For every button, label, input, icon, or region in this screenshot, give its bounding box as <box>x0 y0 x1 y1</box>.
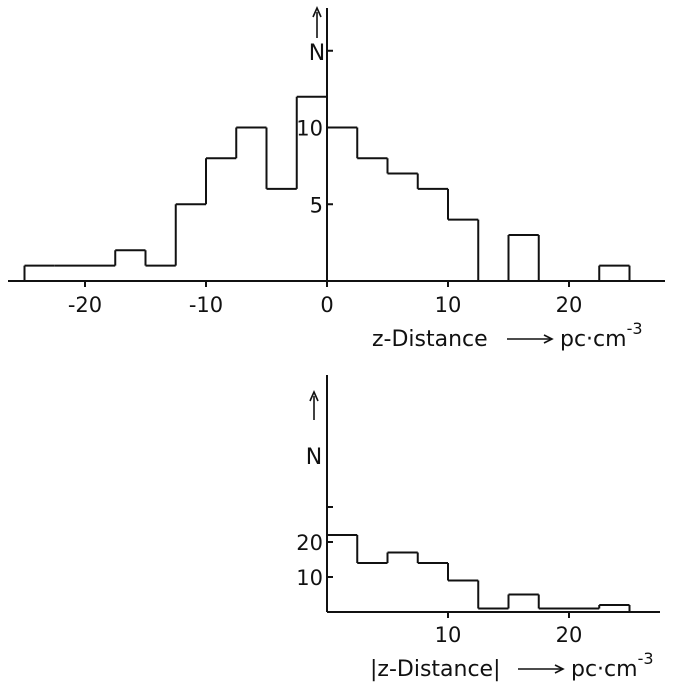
bottom-histogram-bar <box>386 551 419 563</box>
top-histogram-bar <box>295 95 328 189</box>
top-x-tick-label: 0 <box>320 293 333 317</box>
top-x-arrow-head <box>543 334 554 344</box>
bottom-histogram-bar <box>417 562 449 581</box>
top-x-axis-label: z-Distance <box>372 327 488 352</box>
bottom-x-arrow-head <box>554 664 565 674</box>
top-x-axis-unit-exponent: -3 <box>627 319 643 338</box>
bottom-y-axis-label: N <box>306 445 322 470</box>
bottom-histogram-bar <box>326 534 359 612</box>
bottom-x-axis-unit: pc·cm-3 <box>571 649 654 682</box>
top-y-arrow-head <box>312 6 322 18</box>
bottom-y-tick-label: 10 <box>296 566 323 590</box>
bottom-x-tick-label: 10 <box>435 623 462 647</box>
bottom-y-tick-label: 20 <box>296 531 323 555</box>
top-histogram-bar <box>417 187 449 220</box>
top-x-tick-label: -20 <box>68 293 102 317</box>
bottom-x-axis-unit-exponent: -3 <box>638 649 654 668</box>
bottom-histogram-bar <box>507 593 540 609</box>
top-x-tick-label: 10 <box>435 293 462 317</box>
top-histogram-bar <box>387 172 419 189</box>
top-histogram-bar <box>23 264 55 281</box>
top-y-tick-label: 10 <box>296 117 323 141</box>
bottom-histogram-bar <box>448 579 480 609</box>
top-histogram-bar <box>357 157 389 174</box>
top-y-tick-label: 5 <box>310 193 323 217</box>
top-x-axis-unit: pc·cm-3 <box>560 319 643 352</box>
bottom-y-arrow-head <box>309 390 319 402</box>
top-x-tick-label: -10 <box>189 293 223 317</box>
chart-z-distance: -20 -10 0 10 20 5 10 Nz-Distance pc·cm-3 <box>8 6 665 352</box>
top-histogram-bar <box>174 203 206 266</box>
top-x-tick-label: 20 <box>556 293 583 317</box>
bottom-histogram-bar <box>598 604 631 612</box>
top-histogram-bar <box>598 264 631 281</box>
chart-abs-z-distance: 10 20 10 20 N |z-Distance| pc·cm-3 <box>296 375 660 682</box>
bottom-x-tick-label: 20 <box>556 623 583 647</box>
top-histogram-bar <box>448 218 480 281</box>
top-y-axis-label: N <box>309 41 325 66</box>
top-histogram-bar <box>114 249 147 266</box>
top-histogram-bar <box>507 233 540 281</box>
bottom-x-axis-label: |z-Distance| <box>370 657 501 682</box>
top-histogram-bar <box>205 157 237 205</box>
top-histogram-bar <box>327 126 359 159</box>
top-histogram-bar <box>235 126 268 189</box>
